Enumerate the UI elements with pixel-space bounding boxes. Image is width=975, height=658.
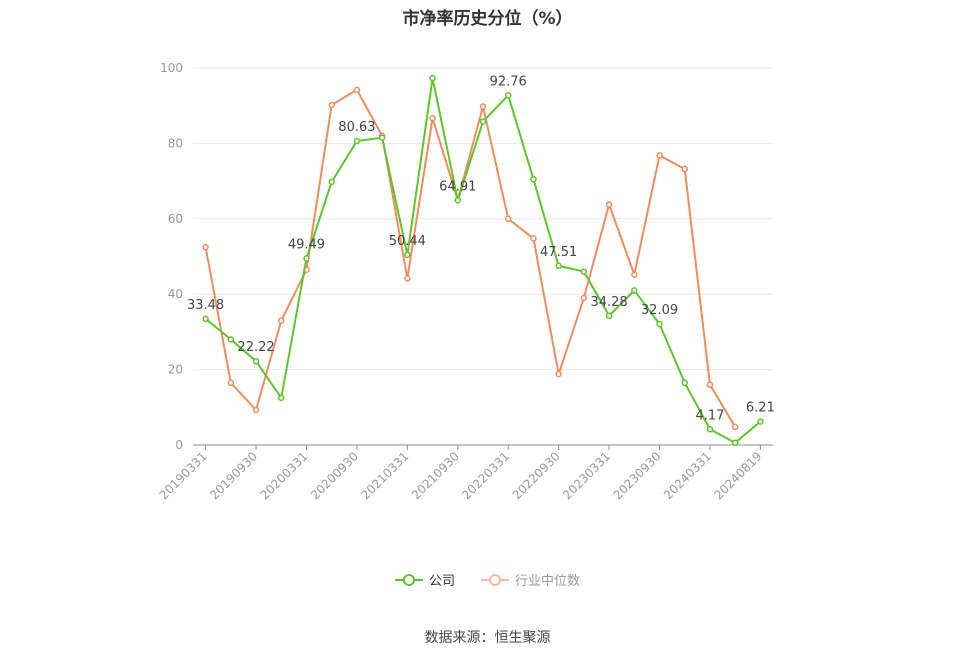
- x-tick-label: 20240331: [661, 449, 714, 502]
- data-label: 47.51: [540, 245, 577, 260]
- chart-title: 市净率历史分位（%）: [402, 9, 573, 29]
- data-point: [555, 370, 562, 378]
- data-point: [252, 406, 260, 414]
- data-point: [555, 262, 562, 270]
- y-tick-label: 60: [168, 212, 183, 226]
- data-label: 4.17: [695, 408, 724, 423]
- data-point: [479, 118, 487, 125]
- y-tick-label: 0: [175, 438, 183, 452]
- data-point: [303, 255, 310, 262]
- data-label: 64.91: [439, 179, 476, 194]
- y-tick-label: 80: [168, 136, 183, 150]
- data-point: [731, 439, 739, 446]
- data-label: 92.76: [490, 74, 527, 89]
- x-tick-label: 20210331: [358, 449, 411, 502]
- x-tick-label: 20230331: [560, 449, 613, 502]
- data-point: [404, 251, 411, 259]
- legend-item-company[interactable]: 公司: [394, 570, 455, 589]
- x-axis: 2019033120190930202003312020093020210331…: [157, 444, 773, 502]
- data-point: [252, 357, 260, 365]
- data-label: 33.48: [187, 298, 224, 313]
- data-point: [227, 379, 235, 387]
- data-label: 22.22: [237, 340, 274, 355]
- data-point: [328, 101, 335, 109]
- legend-item-industry-median[interactable]: 行业中位数: [481, 570, 580, 589]
- x-tick-label: 20230930: [611, 449, 664, 502]
- data-point: [530, 175, 537, 183]
- data-point: [353, 137, 361, 145]
- x-tick-label: 20200331: [258, 449, 311, 502]
- data-point: [202, 243, 209, 251]
- data-point: [631, 271, 638, 278]
- data-point: [605, 201, 613, 208]
- data-point: [278, 317, 285, 324]
- data-label: 80.63: [338, 120, 375, 135]
- x-tick-label: 20240819: [711, 449, 764, 502]
- data-point: [429, 114, 436, 122]
- source-note: 数据来源：恒生聚源: [424, 630, 551, 646]
- data-point: [429, 74, 436, 82]
- x-tick-label: 20220930: [510, 449, 563, 502]
- legend-swatch-company: [394, 573, 423, 587]
- data-point: [378, 134, 386, 141]
- legend-swatch-industry-median: [481, 573, 509, 587]
- data-label: 50.44: [389, 234, 426, 249]
- data-point: [580, 268, 588, 275]
- data-point: [731, 423, 739, 431]
- data-point: [631, 287, 638, 294]
- legend-label-company: 公司: [428, 574, 455, 589]
- data-point: [353, 86, 361, 94]
- legend: 公司 行业中位数: [0, 570, 975, 589]
- data-point: [706, 426, 714, 433]
- data-point: [278, 394, 285, 402]
- y-tick-label: 40: [168, 287, 183, 301]
- data-point: [504, 92, 512, 99]
- data-point: [227, 336, 235, 343]
- y-axis: 0 20 40 60 80 100: [160, 61, 183, 452]
- data-point: [454, 197, 462, 204]
- data-point: [404, 275, 411, 282]
- data-point: [757, 418, 764, 425]
- data-label: 34.28: [590, 295, 627, 310]
- y-tick-label: 20: [168, 363, 183, 377]
- data-point: [681, 165, 688, 173]
- data-point: [681, 379, 688, 387]
- data-point: [479, 103, 487, 110]
- data-point: [202, 315, 209, 323]
- data-point: [580, 294, 588, 302]
- series-group: [202, 74, 764, 446]
- data-label: 6.21: [746, 401, 775, 416]
- series-line-0: [204, 77, 762, 444]
- data-point: [656, 152, 663, 159]
- data-point: [706, 381, 714, 388]
- x-tick-label: 20220331: [459, 449, 512, 502]
- series-line-1: [204, 88, 737, 428]
- x-tick-label: 20200930: [308, 449, 361, 502]
- data-point: [605, 312, 613, 320]
- legend-label-industry-median: 行业中位数: [515, 574, 581, 589]
- data-labels: 33.48 22.22 49.49 80.63 50.44 64.91 92.76 47.51…: [187, 74, 775, 423]
- data-label: 49.49: [288, 237, 325, 252]
- data-point: [504, 215, 512, 223]
- x-tick-label: 20190331: [157, 449, 210, 502]
- data-point: [328, 178, 335, 186]
- x-tick-label: 20210930: [409, 449, 462, 502]
- data-point: [530, 235, 537, 242]
- x-tick-label: 20190930: [207, 449, 260, 502]
- data-label: 32.09: [641, 303, 678, 318]
- data-point: [656, 320, 663, 328]
- y-tick-label: 100: [160, 61, 183, 75]
